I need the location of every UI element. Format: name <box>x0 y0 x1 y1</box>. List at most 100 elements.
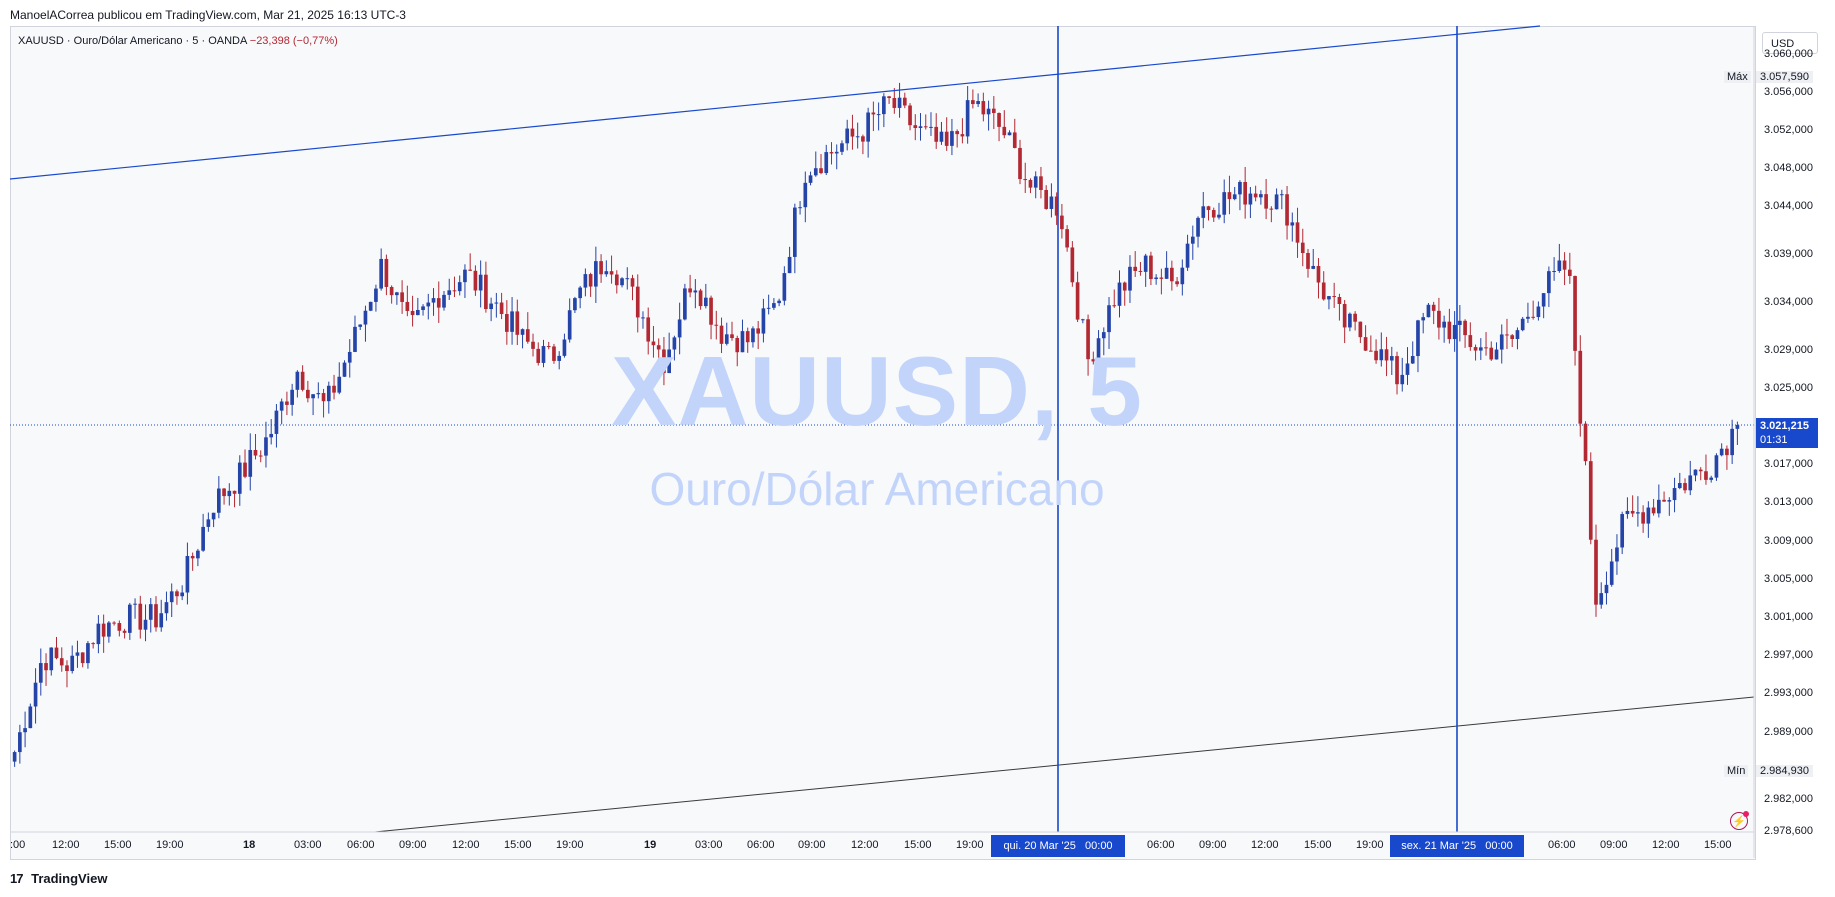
legend-interval: 5 <box>192 35 199 47</box>
legend-symbol: XAUUSD <box>18 35 64 47</box>
last-price-badge: 3.021,215 01:31 <box>1756 418 1818 449</box>
candle <box>730 321 734 341</box>
candle <box>70 645 75 674</box>
time-marker-label[interactable]: qui. 20 Mar '25 00:00 <box>991 835 1125 857</box>
candle <box>1515 327 1520 350</box>
price-tick-label: 2.993,000 <box>1764 687 1813 700</box>
candle <box>175 589 179 605</box>
candle <box>1541 293 1546 319</box>
candle <box>196 548 200 567</box>
candle <box>1321 271 1326 301</box>
candle <box>1007 130 1012 136</box>
candle <box>1484 332 1488 356</box>
candle <box>484 261 488 313</box>
candle <box>285 391 289 416</box>
candle <box>761 298 766 343</box>
candle <box>1211 207 1216 222</box>
candle <box>169 583 174 618</box>
candle <box>222 488 226 505</box>
candle <box>1651 498 1656 516</box>
chart-pane[interactable] <box>10 26 1756 860</box>
candle <box>1374 339 1378 364</box>
candle <box>1096 330 1101 374</box>
candle <box>112 621 116 626</box>
candle <box>583 268 588 297</box>
candle <box>478 260 483 308</box>
time-tick-label: 06:00 <box>1147 839 1175 851</box>
candle <box>1510 334 1515 348</box>
last-price-value: 3.021,215 <box>1760 420 1809 433</box>
candle <box>1447 308 1452 344</box>
lower-channel-line[interactable] <box>374 696 1755 833</box>
candle <box>91 642 95 649</box>
candle <box>944 117 949 151</box>
candle <box>562 333 567 358</box>
time-tick-label: 09:00 <box>1199 839 1227 851</box>
upper-channel-line[interactable] <box>9 25 1541 180</box>
candle <box>1311 248 1316 270</box>
time-marker-label[interactable]: sex. 21 Mar '25 00:00 <box>1390 835 1524 857</box>
candle <box>1363 325 1368 352</box>
candle <box>164 591 169 621</box>
candle <box>923 114 928 130</box>
candle <box>578 285 582 309</box>
candle <box>499 292 504 320</box>
candle <box>1348 312 1352 332</box>
candle <box>1389 346 1394 376</box>
time-tick-label: 15:00 <box>104 839 132 851</box>
flash-icon[interactable]: ⚡ <box>1730 812 1748 830</box>
candle <box>541 339 546 368</box>
candle <box>766 294 771 315</box>
candle <box>264 421 268 468</box>
candle <box>38 648 43 696</box>
candle <box>1620 511 1625 555</box>
candle <box>1091 351 1096 365</box>
time-tick-label: 09:00 <box>399 839 427 851</box>
candle <box>861 134 865 155</box>
candle <box>379 248 383 291</box>
candle <box>1494 342 1499 360</box>
symbol-legend[interactable]: XAUUSD · Ouro/Dólar Americano · 5 · OAND… <box>18 35 338 47</box>
candle <box>724 322 729 346</box>
candle <box>1159 268 1164 295</box>
candle <box>1583 421 1588 466</box>
candle <box>667 332 671 374</box>
candle <box>1306 249 1310 278</box>
candle <box>1238 180 1242 211</box>
time-tick-label: 12:00 <box>1251 839 1279 851</box>
price-tick-label: 2.989,000 <box>1764 725 1813 738</box>
candle <box>688 274 692 298</box>
candle <box>515 299 520 346</box>
candle <box>1625 497 1630 519</box>
candle <box>745 327 750 353</box>
time-tick-label: 09:00 <box>1600 839 1628 851</box>
candle <box>714 310 719 340</box>
candle <box>599 254 603 283</box>
candle <box>976 93 980 108</box>
candle <box>546 341 551 350</box>
candle <box>855 122 860 149</box>
candle <box>703 283 708 309</box>
candle <box>185 542 190 605</box>
candle <box>117 620 122 637</box>
price-tick-label: 3.034,000 <box>1764 295 1813 308</box>
candle <box>1531 300 1535 320</box>
candle <box>793 203 797 274</box>
currency-button[interactable]: USD <box>1762 32 1818 54</box>
candle <box>709 295 713 340</box>
candle <box>358 324 363 330</box>
time-tick-label: 03:00 <box>695 839 723 851</box>
time-tick-label: 15:00 <box>504 839 532 851</box>
candle <box>463 264 467 298</box>
candle <box>101 614 106 653</box>
candle <box>609 255 614 284</box>
candle <box>295 370 300 398</box>
candle <box>1489 341 1494 361</box>
price-extreme-label: Máx <box>1724 70 1751 83</box>
candle <box>395 291 399 305</box>
candle <box>1552 257 1556 281</box>
candle <box>426 293 431 320</box>
candle <box>274 404 279 448</box>
candle <box>525 312 530 344</box>
